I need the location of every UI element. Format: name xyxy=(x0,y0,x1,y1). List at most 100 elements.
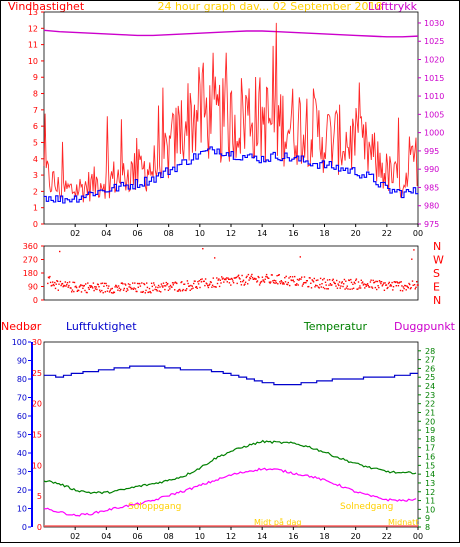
direction-point xyxy=(354,282,356,285)
direction-point xyxy=(181,290,184,292)
direction-point xyxy=(244,283,246,285)
direction-point xyxy=(186,280,189,282)
temp-tick-label: 12 xyxy=(425,488,435,497)
direction-point xyxy=(136,290,138,293)
direction-point xyxy=(109,289,111,292)
direction-point xyxy=(386,287,388,290)
direction-point xyxy=(190,284,192,287)
direction-point xyxy=(380,281,383,283)
direction-point xyxy=(281,281,283,283)
direction-point xyxy=(147,291,149,294)
precip-tick-label: 0 xyxy=(22,523,27,532)
direction-point xyxy=(225,277,228,279)
direction-point xyxy=(340,282,343,284)
direction-point xyxy=(400,281,402,283)
direction-point xyxy=(333,281,335,283)
direction-point xyxy=(338,284,340,287)
direction-point xyxy=(392,286,395,288)
direction-point xyxy=(57,289,59,291)
direction-point xyxy=(193,282,195,285)
direction-point xyxy=(240,284,243,286)
direction-point xyxy=(258,276,260,279)
direction-point xyxy=(70,287,72,289)
direction-point xyxy=(200,278,202,281)
direction-point xyxy=(162,286,164,288)
direction-point xyxy=(259,282,261,284)
direction-point xyxy=(327,288,329,290)
direction-point xyxy=(68,284,70,287)
direction-point xyxy=(54,281,56,284)
x-tick-label: 12 xyxy=(226,532,236,541)
direction-point xyxy=(279,282,282,285)
direction-point xyxy=(237,275,239,278)
direction-point xyxy=(211,284,214,286)
direction-point xyxy=(301,285,304,287)
direction-point xyxy=(223,281,225,283)
pressure-line xyxy=(43,29,419,38)
direction-point xyxy=(406,286,409,288)
direction-point xyxy=(164,285,167,287)
direction-point xyxy=(303,276,306,278)
direction-point xyxy=(366,284,368,286)
direction-point xyxy=(94,288,97,290)
wind-tick-label: 1 xyxy=(33,204,38,213)
direction-point xyxy=(257,275,259,278)
direction-point xyxy=(210,281,212,284)
direction-point xyxy=(367,284,369,287)
direction-point xyxy=(266,276,268,278)
compass-label: E xyxy=(433,281,440,294)
direction-point xyxy=(349,288,351,290)
x-tick-label: 14 xyxy=(257,229,267,238)
direction-point xyxy=(298,278,301,280)
direction-point xyxy=(330,284,332,286)
wind-tick-label: 10 xyxy=(28,57,38,66)
wind-direction-panel: 0 90 180 270 360 xyxy=(23,242,419,305)
direction-point xyxy=(298,279,300,281)
temp-tick-label: 19 xyxy=(425,426,435,435)
direction-point xyxy=(360,279,362,281)
direction-point xyxy=(73,290,75,293)
direction-point xyxy=(403,287,405,290)
direction-point xyxy=(63,285,66,287)
direction-point xyxy=(134,282,136,284)
direction-point xyxy=(340,285,342,287)
pressure-tick-label: 980 xyxy=(424,202,439,211)
direction-point xyxy=(399,289,402,292)
direction-point xyxy=(251,276,254,279)
direction-point xyxy=(122,283,124,285)
direction-point xyxy=(319,277,322,280)
direction-point xyxy=(161,285,163,287)
direction-point xyxy=(129,284,131,286)
direction-point xyxy=(350,281,353,284)
direction-point xyxy=(285,275,287,278)
direction-point xyxy=(159,286,161,288)
x-tick-label: 20 xyxy=(351,229,361,238)
direction-point xyxy=(158,290,160,292)
direction-point xyxy=(371,287,374,289)
temperature-label: Temperatur xyxy=(303,320,368,333)
temperature-line xyxy=(43,439,417,495)
direction-point xyxy=(305,282,307,284)
direction-point xyxy=(141,282,143,284)
direction-point xyxy=(352,283,354,285)
direction-point xyxy=(331,284,333,286)
direction-point xyxy=(282,283,284,285)
direction-point xyxy=(364,283,367,286)
direction-point xyxy=(348,279,351,282)
direction-point xyxy=(162,282,165,284)
direction-point xyxy=(382,283,384,286)
direction-point xyxy=(153,282,155,284)
direction-point xyxy=(271,274,273,276)
direction-point xyxy=(213,285,215,288)
direction-point xyxy=(106,284,108,287)
direction-tick-label: 90 xyxy=(28,283,38,292)
temp-tick-label: 9 xyxy=(425,514,430,523)
direction-point xyxy=(81,284,83,287)
direction-point xyxy=(234,277,236,279)
direction-point xyxy=(199,286,201,289)
direction-point xyxy=(268,281,271,283)
x-tick-label: 06 xyxy=(132,229,142,238)
direction-point xyxy=(160,283,163,285)
x-tick-label: 04 xyxy=(101,229,111,238)
